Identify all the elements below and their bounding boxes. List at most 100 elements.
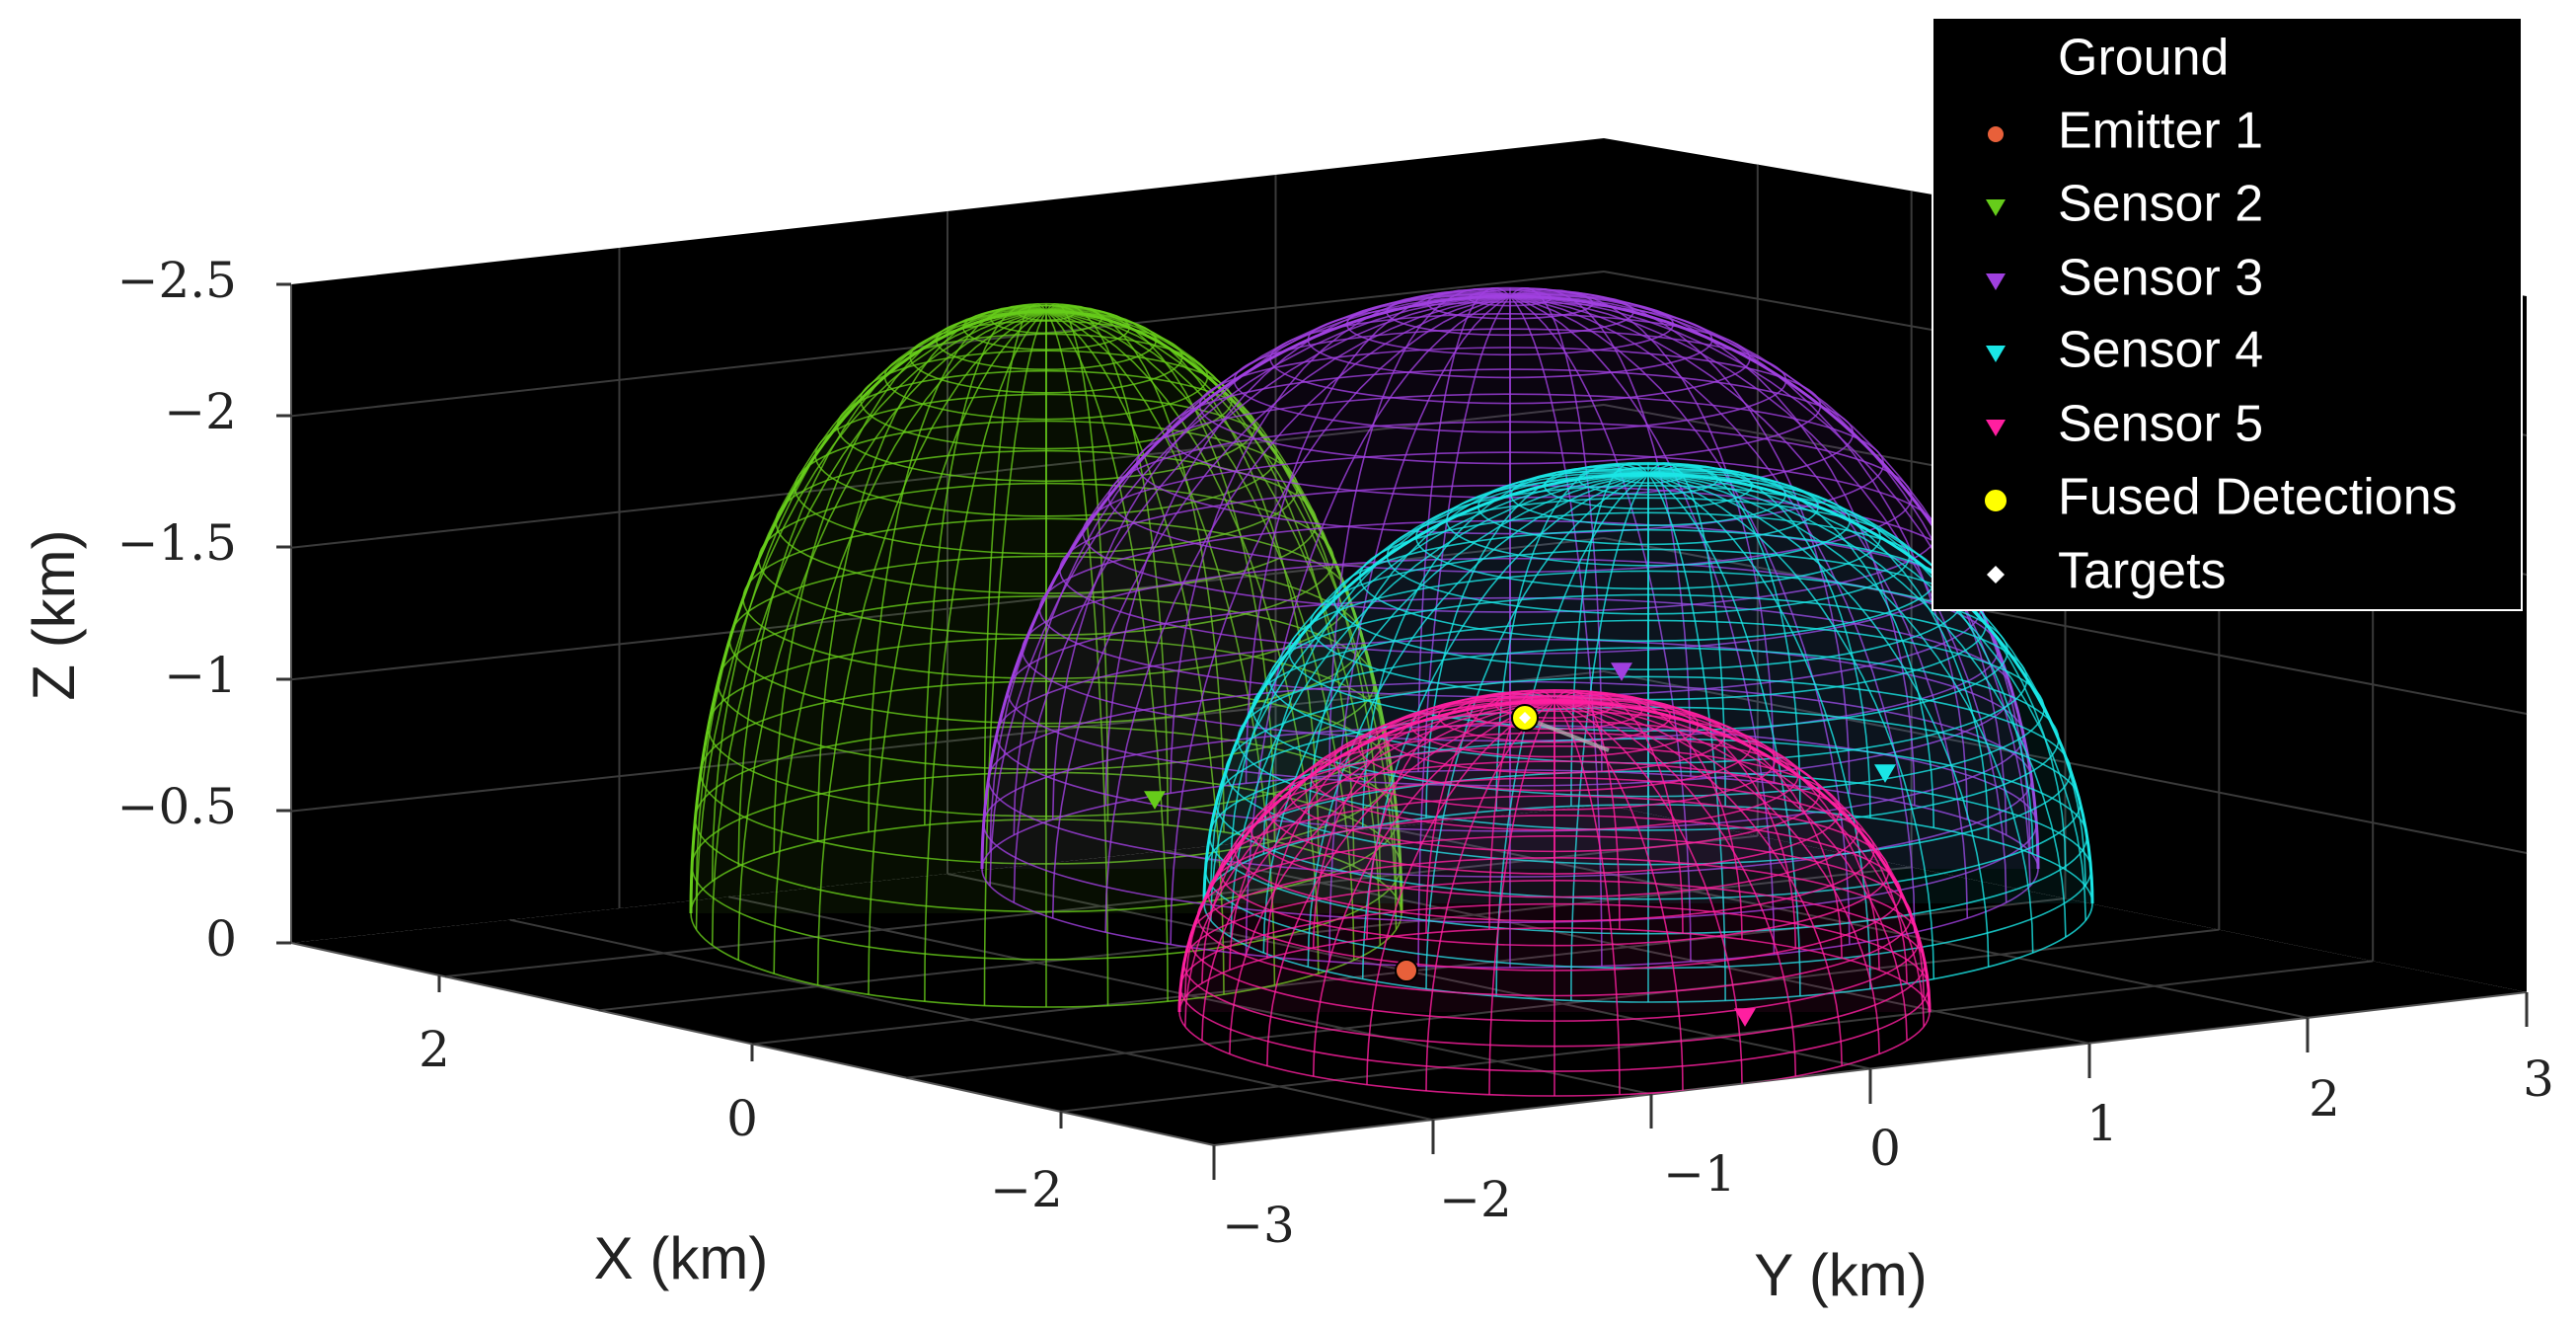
dome-meridian (1307, 473, 1649, 968)
legend-box (1932, 17, 2523, 611)
marker-sensor-3 (1611, 662, 1632, 681)
dome-meridian (868, 304, 1047, 832)
legend-entry-label: Targets (2058, 543, 2227, 600)
dome-meridian (1553, 700, 1743, 1085)
dome-meridian (989, 295, 1511, 887)
dome-meridian (1553, 700, 1684, 1091)
dome-meridian (1425, 690, 1555, 934)
y-tick-label: 3 (2523, 1051, 2554, 1108)
dome-meridian (1553, 695, 1843, 959)
dome-meridian (1230, 473, 1649, 938)
dome-meridian (1553, 689, 1621, 930)
dome-meridian (1425, 473, 1649, 989)
dome-meridian (1045, 310, 1382, 946)
dome-meridian (816, 310, 1047, 985)
dome-meridian (1553, 697, 1880, 971)
dome-meridian (1553, 700, 1908, 1042)
x-axis-label: X (km) (594, 1225, 769, 1291)
dome-meridian (1229, 700, 1555, 1054)
marker-targets (1519, 712, 1531, 724)
dome-meridian (1647, 462, 1726, 807)
dome-meridian (1262, 473, 1649, 954)
dome-meridian (695, 310, 1047, 930)
dome-meridian (1647, 473, 2067, 938)
y-tick-label: 0 (1869, 1120, 1901, 1177)
y-tick-label: −3 (1222, 1197, 1295, 1254)
y-tick-label: −1 (1663, 1145, 1736, 1203)
dome-meridian (1553, 691, 1743, 940)
dome-meridian (1051, 295, 1511, 919)
z-tick-label: −1.5 (117, 514, 237, 572)
legend-entry-label: Emitter 1 (2058, 103, 2263, 160)
legend-marker-emitter-1 (1986, 124, 2006, 144)
dome-outline (1202, 472, 2094, 904)
dome-meridian (1647, 468, 1990, 840)
dome-meridian (1553, 700, 1797, 1077)
dome-meridian (1366, 700, 1555, 1085)
dome-meridian (983, 310, 1047, 1006)
dome-meridian (1570, 473, 1649, 1001)
dome-meridian (1647, 463, 1801, 812)
dome-meridian (1509, 295, 2031, 852)
dome-meridian (1488, 700, 1555, 1095)
dome-meridian (1509, 293, 1969, 820)
dome-meridian (1553, 700, 1621, 1095)
dome-meridian (1553, 690, 1684, 934)
dome-meridian (1170, 295, 1511, 945)
dome-meridian (1045, 310, 1225, 995)
dome-meridian (1425, 700, 1555, 1091)
dome-meridian (1553, 698, 1908, 983)
dome-meridian (711, 310, 1047, 946)
coverage-dome-sensor-5 (1177, 689, 1932, 1097)
dome-meridian (989, 295, 1511, 852)
dome-meridian (1170, 290, 1511, 794)
legend-marker-sensor-2 (1986, 199, 2006, 216)
dome-outline (1177, 699, 1932, 1013)
dome-meridian (1312, 700, 1555, 1077)
coverage-dome-sensor-2 (689, 302, 1403, 1008)
z-tick-label: −2 (164, 383, 237, 440)
y-axis-ticks: −3 −2 −1 0 1 2 3 (1212, 992, 2554, 1254)
dome-meridian (1361, 466, 1649, 828)
z-axis-ticks: −2.5 −2 −1.5 −1 −0.5 0 (117, 252, 291, 968)
dome-meridian (1201, 698, 1555, 983)
legend-markers (1983, 124, 2008, 584)
dome-meridian (1230, 471, 1649, 870)
dome-meridian (1266, 700, 1555, 1066)
dome-meridian (1647, 466, 1935, 828)
z-tick-label: −2.5 (117, 252, 237, 309)
legend-entry-label: Fused Detections (2058, 469, 2458, 526)
dome-meridian (1509, 295, 1603, 967)
z-tick-label: 0 (205, 910, 237, 968)
dome-meridian (1488, 689, 1555, 930)
legend-entry-label: Sensor 4 (2058, 322, 2263, 379)
y-tick-label: 2 (2309, 1070, 2340, 1128)
dome-meridian (924, 303, 1047, 825)
data-markers (1144, 662, 1896, 1027)
legend-marker-targets (1987, 566, 2005, 584)
dome-meridian (695, 310, 1047, 897)
dome-meridian (1013, 295, 1511, 903)
z-tick-label: −0.5 (117, 778, 237, 835)
dome-meridian (1509, 291, 1916, 806)
dome-meridian (1647, 473, 1801, 997)
dome-meridian (1104, 295, 1511, 933)
coverage-domes (689, 286, 2094, 1097)
z-tick-label: −1 (164, 647, 237, 704)
y-tick-label: 1 (2086, 1095, 2118, 1152)
dome-meridian (1647, 473, 1935, 979)
legend-marker-sensor-3 (1986, 273, 2006, 290)
marker-emitter-1 (1395, 959, 1418, 982)
x-tick-label: −2 (990, 1161, 1063, 1218)
legend-marker-sensor-5 (1986, 420, 2006, 436)
dome-meridian (1647, 473, 1990, 968)
legend-entry-label: Ground (2058, 30, 2229, 87)
legend-marker-sensor-4 (1986, 346, 2006, 362)
dome-meridian (1045, 310, 1109, 1006)
dome-meridian (1647, 464, 1871, 818)
dome-outline (689, 309, 1403, 914)
dome-meridian (1245, 288, 1511, 784)
dome-meridian (1553, 700, 1880, 1054)
legend-entry-label: Sensor 3 (2058, 250, 2263, 307)
dome-meridian (1045, 310, 1169, 1002)
